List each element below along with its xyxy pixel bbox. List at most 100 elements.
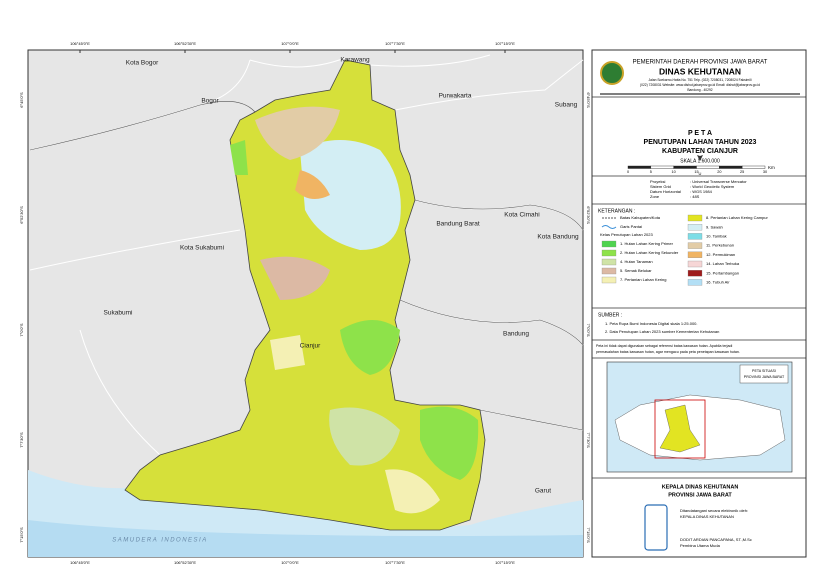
coord-right: 7°15'0"S [586,527,591,543]
place-label: Kota Cimahi [504,212,539,219]
place-label: Garut [535,488,551,495]
legend-coast: Garis Pantai [620,224,642,229]
legend-title: KETERANGAN : [598,208,635,214]
signature-name: DODIT ARDIAN PANCAPANA, ST.,M.Sc [680,537,752,542]
inset-title: PROVINSI JAWA BARAT [744,375,785,379]
address: Bandung - 40292 [687,88,712,92]
coord-bottom: 107°7'30"E [385,560,405,565]
landcover-patches [230,106,479,514]
legend-swatch [601,258,617,266]
legend-swatch [601,276,617,284]
legend-swatch [687,270,703,277]
coord-top: 106°45'0"E [70,41,90,46]
source: 2. Data Penutupan Lahan 2023 sumber Keme… [605,329,719,334]
legend-label: 5. Semak Belukar [620,268,652,273]
inset-extent [654,399,706,459]
place-label: Purwakarta [439,93,472,100]
legend-boundary: Batas Kabupaten/Kota [620,215,661,220]
signature-signed: Ditandatangani secara elektronik oleh: [680,508,748,513]
place-label: Bandung [503,331,529,338]
signature-province: PROVINSI JAWA BARAT [668,492,732,498]
legend-label: 14. Lahan Terbuka [706,261,740,266]
place-label: Kota Bogor [126,60,159,67]
projection-key: Sistem Grid [650,184,671,189]
scale-segment [627,165,652,169]
scale-tick-label: 10 [672,170,676,174]
coord-top: 106°52'30"E [174,41,196,46]
legend-label: 9. Sawah [706,224,723,229]
coord-left: 6°45'0"S [19,92,24,108]
address: (022) 7208031 Website: www.dishut.jabarp… [640,83,760,87]
legend-label: 2. Hutan Lahan Kering Sekunder [620,250,679,255]
place-label: Kota Bandung [537,234,579,241]
sources-title: SUMBER : [598,312,622,318]
place-label: Sukabumi [104,310,133,317]
projection-key: Zone [650,194,660,199]
coord-left: 6°52'30"S [19,206,24,224]
scale-tick-label: 20 [717,170,721,174]
outer-boundaries [29,100,584,431]
north-arrow [697,155,703,161]
legend-swatch [687,214,703,222]
scale-segment [741,165,766,169]
legend-label: 10. Tambak [706,233,727,238]
scale-segment [650,165,674,169]
scale-segment [719,165,743,169]
legend-swatch [601,249,617,257]
scale-tick-label: 25 [740,170,744,174]
legend-label: 12. Permukiman [706,252,735,257]
legend-swatch [687,233,703,240]
legend-swatch [687,224,703,231]
inset-title: PETA SITUASI [752,369,776,373]
legend-swatch [687,260,703,268]
coord-left: 7°0'0"S [19,323,24,336]
legend-swatch [687,279,703,286]
sea-label: SAMUDERA INDONESIA [112,538,207,544]
scale-label: SKALA 1:600.000 [680,158,720,164]
legend-swatch [601,240,617,248]
coord-bottom: 106°52'30"E [174,560,196,565]
signature-rank: Pembina Utama Muda [680,543,721,548]
scale-segment [696,165,720,169]
projection-value: : 48S [690,194,700,199]
north-label: U [699,171,702,176]
coord-left: 7°15'0"S [19,527,24,543]
map-region: KABUPATEN CIANJUR [662,148,738,155]
sea-deep [28,520,583,557]
scale-tick-label: 15 [694,170,698,174]
legend-label: 16. Tubuh Air [706,279,730,284]
panel-dividers [592,96,806,479]
coord-right: 6°45'0"S [586,92,591,108]
inset-title-box [739,364,789,384]
coord-top: 107°0'0"E [281,41,299,46]
legend-items: 1. Hutan Lahan Kering Primer 2. Hutan Lah… [601,214,768,286]
legend-label: 11. Perkebunan [706,243,734,248]
coord-right: 7°0'0"S [586,323,591,336]
place-label: Bogor [201,98,219,105]
place-label: Subang [555,102,578,109]
projection-key: Datum Horizontal [650,189,681,194]
scale-tick-label: 0 [627,170,629,174]
coord-bottom: 107°15'0"E [495,560,515,565]
scale-segment [673,165,697,169]
scale-unit: Km [768,165,775,170]
projection-info: Proyeksi : Universal Transverse Mercator S… [650,179,747,199]
coord-bottom: 106°45'0"E [70,560,90,565]
source: 1. Peta Rupa Bumi Indonesia Digital skal… [605,321,698,326]
legend-label: 7. Pertanian Lahan Kering [620,277,666,282]
projection-key: Proyeksi [650,179,665,184]
scale-tick-label: 5 [650,170,652,174]
coast-symbol [601,225,617,229]
map-title: PENUTUPAN LAHAN TAHUN 2023 [644,139,757,146]
coord-left: 7°7'30"S [19,432,24,448]
note: permasalahan batas kawasan hutan, agar m… [596,350,740,354]
projection-value: : WGS 1984 [690,189,713,194]
legend-label: 15. Pertambangan [706,270,739,275]
projection-value: : Universal Transverse Mercator [690,179,747,184]
legend-label: 8. Pertanian Lahan Kering Campur [706,215,768,220]
e-sign-logo [644,504,668,551]
note: Peta ini tidak dapat digunakan sebagai r… [596,344,732,348]
address: Jalan Soekarno-Hatta No. 751 Telp. (022)… [649,78,752,82]
legend-label: 4. Hutan Tanaman [620,259,653,264]
